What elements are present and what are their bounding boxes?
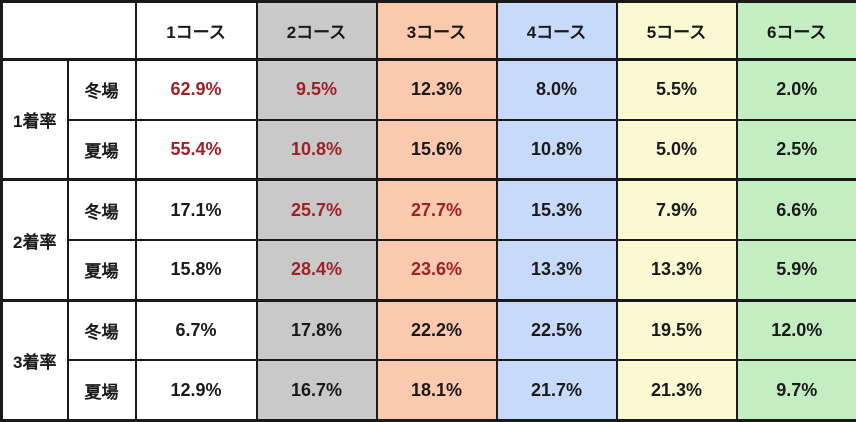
table-row: 1着率 冬場 62.9% 9.5% 12.3% 8.0% 5.5% 2.0% <box>0 58 856 181</box>
table-row: 夏場 12.9% 16.7% 18.1% 21.7% 21.3% 9.7% <box>2 359 856 422</box>
table-row: 2着率 冬場 17.1% 25.7% 27.7% 15.3% 7.9% 6.6% <box>0 178 856 302</box>
value-cell: 55.4% <box>134 118 258 181</box>
value-cell: 6.6% <box>735 178 856 242</box>
value-cell: 12.0% <box>735 298 856 362</box>
row-group-label-2nd: 2着率 <box>0 178 69 302</box>
value-cell: 16.7% <box>255 359 378 422</box>
table-row: 夏場 55.4% 10.8% 15.6% 10.8% 5.0% 2.5% <box>2 118 856 181</box>
value-cell: 13.3% <box>615 239 738 302</box>
value-cell: 5.5% <box>615 58 738 121</box>
value-cell: 2.0% <box>735 58 856 121</box>
value-cell: 10.8% <box>495 118 618 181</box>
value-cell: 10.8% <box>255 118 378 181</box>
corner-cell <box>0 0 137 61</box>
value-cell: 18.1% <box>375 359 498 422</box>
row-group-label-1st: 1着率 <box>0 58 69 181</box>
value-cell: 17.8% <box>255 298 378 362</box>
value-cell: 22.2% <box>375 298 498 362</box>
column-header-course1: 1コース <box>134 0 258 61</box>
value-cell: 21.7% <box>495 359 618 422</box>
value-cell: 12.9% <box>134 359 258 422</box>
season-cell: 夏場 <box>66 118 137 181</box>
value-cell: 6.7% <box>134 298 258 362</box>
season-cell: 夏場 <box>66 359 137 422</box>
header-row: 1コース 2コース 3コース 4コース 5コース 6コース <box>0 0 856 61</box>
table-row: 3着率 冬場 6.7% 17.8% 22.2% 22.5% 19.5% 12.0… <box>0 298 856 422</box>
column-header-course5: 5コース <box>615 0 738 61</box>
column-header-course3: 3コース <box>375 0 498 61</box>
value-cell: 8.0% <box>495 58 618 121</box>
value-cell: 2.5% <box>735 118 856 181</box>
table-row: 夏場 15.8% 28.4% 23.6% 13.3% 13.3% 5.9% <box>2 239 856 302</box>
column-header-course2: 2コース <box>255 0 378 61</box>
value-cell: 27.7% <box>375 178 498 242</box>
value-cell: 12.3% <box>375 58 498 121</box>
value-cell: 9.7% <box>735 359 856 422</box>
season-cell: 夏場 <box>66 239 137 302</box>
column-header-course4: 4コース <box>495 0 618 61</box>
row-group-label-3rd: 3着率 <box>0 298 69 422</box>
value-cell: 15.6% <box>375 118 498 181</box>
value-cell: 25.7% <box>255 178 378 242</box>
value-cell: 13.3% <box>495 239 618 302</box>
value-cell: 21.3% <box>615 359 738 422</box>
value-cell: 62.9% <box>134 58 258 121</box>
value-cell: 17.1% <box>134 178 258 242</box>
value-cell: 28.4% <box>255 239 378 302</box>
value-cell: 9.5% <box>255 58 378 121</box>
column-header-course6: 6コース <box>735 0 856 61</box>
value-cell: 5.0% <box>615 118 738 181</box>
value-cell: 19.5% <box>615 298 738 362</box>
value-cell: 23.6% <box>375 239 498 302</box>
value-cell: 7.9% <box>615 178 738 242</box>
season-cell: 冬場 <box>66 58 137 121</box>
value-cell: 15.8% <box>134 239 258 302</box>
season-cell: 冬場 <box>66 298 137 362</box>
value-cell: 5.9% <box>735 239 856 302</box>
value-cell: 15.3% <box>495 178 618 242</box>
season-cell: 冬場 <box>66 178 137 242</box>
value-cell: 22.5% <box>495 298 618 362</box>
